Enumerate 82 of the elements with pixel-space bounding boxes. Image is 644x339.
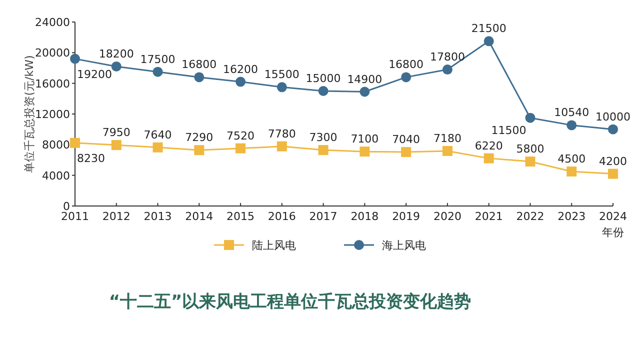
x-tick-label: 2012: [102, 210, 130, 223]
data-label: 8230: [77, 152, 105, 165]
point: [111, 140, 122, 150]
point: [608, 168, 618, 179]
point: [318, 86, 328, 96]
data-label: 7780: [268, 127, 296, 140]
x-tick-label: 2021: [474, 210, 503, 223]
data-label: 16200: [223, 62, 258, 76]
y-axis-title: 单位千瓦总投资(元/kW): [23, 55, 36, 173]
point: [111, 61, 122, 72]
data-label: 7640: [144, 128, 172, 142]
data-label: 14900: [347, 72, 382, 86]
point: [525, 112, 536, 123]
point: [566, 166, 577, 176]
data-label: 17500: [140, 52, 176, 66]
data-label: 7520: [226, 129, 255, 142]
point: [194, 145, 204, 156]
data-label: 5800: [516, 142, 544, 156]
x-tick-label: 2015: [226, 210, 255, 223]
point: [194, 72, 204, 82]
data-label: 17800: [430, 50, 465, 64]
x-tick-label: 2011: [61, 210, 89, 223]
x-tick-label: 2018: [350, 210, 379, 223]
point: [401, 72, 412, 82]
data-label: 11500: [491, 124, 526, 137]
point: [442, 146, 452, 156]
data-label: 15500: [264, 68, 300, 82]
x-tick-label: 2024: [599, 210, 627, 223]
y-tick-label: 0: [63, 200, 70, 213]
x-tick-label: 2019: [392, 210, 420, 223]
point: [70, 138, 80, 148]
data-label: 10000: [596, 110, 630, 124]
x-tick-label: 2013: [144, 210, 172, 223]
data-label: 16800: [182, 58, 217, 72]
point: [276, 82, 287, 92]
data-label: 7950: [102, 126, 130, 140]
y-tick-label: 12000: [35, 108, 70, 121]
point: [236, 143, 246, 154]
legend-label: 陆上风电: [252, 239, 296, 252]
point: [70, 54, 80, 64]
text: “十二五”以来风电工程单位千瓦总投资变化趋势: [108, 292, 472, 312]
point: [236, 76, 246, 87]
data-label: 15000: [306, 72, 341, 85]
y-tick-label: 16000: [35, 77, 70, 90]
data-label: 10540: [554, 106, 590, 120]
data-label: 19200: [77, 68, 112, 81]
x-tick-label: 2017: [309, 210, 338, 223]
y-tick-label: 8000: [42, 138, 70, 152]
data-label: 4500: [558, 152, 586, 166]
point: [608, 124, 618, 134]
data-label: 4200: [599, 154, 627, 168]
legend-label: 海上风电: [382, 239, 426, 252]
x-axis-title: 年份: [602, 226, 624, 239]
y-tick-label: 4000: [42, 169, 70, 182]
point: [152, 142, 163, 152]
data-label: 7290: [185, 131, 214, 144]
point: [525, 156, 536, 167]
data-label: 18200: [98, 47, 134, 60]
point: [276, 141, 287, 152]
data-label: 21500: [471, 22, 506, 36]
point: [484, 153, 494, 164]
point: [566, 120, 577, 130]
y-tick-label: 24000: [35, 16, 70, 29]
point: [401, 147, 412, 158]
x-tick-label: 2020: [433, 210, 462, 223]
point: [318, 145, 328, 156]
point: [442, 64, 452, 75]
data-label: 7040: [392, 133, 420, 146]
data-label: 16800: [388, 58, 424, 72]
data-label: 7100: [350, 132, 379, 146]
y-tick-label: 20000: [35, 46, 70, 60]
x-tick-label: 2023: [558, 210, 586, 223]
x-tick-label: 2016: [268, 210, 296, 223]
point: [152, 66, 163, 77]
point: [360, 86, 370, 97]
data-label: 6220: [474, 139, 503, 152]
point: [484, 36, 494, 46]
x-tick-label: 2022: [516, 210, 544, 223]
x-tick-label: 2014: [185, 210, 214, 223]
point: [360, 146, 370, 157]
data-label: 7300: [309, 131, 338, 144]
data-label: 7180: [433, 132, 462, 145]
